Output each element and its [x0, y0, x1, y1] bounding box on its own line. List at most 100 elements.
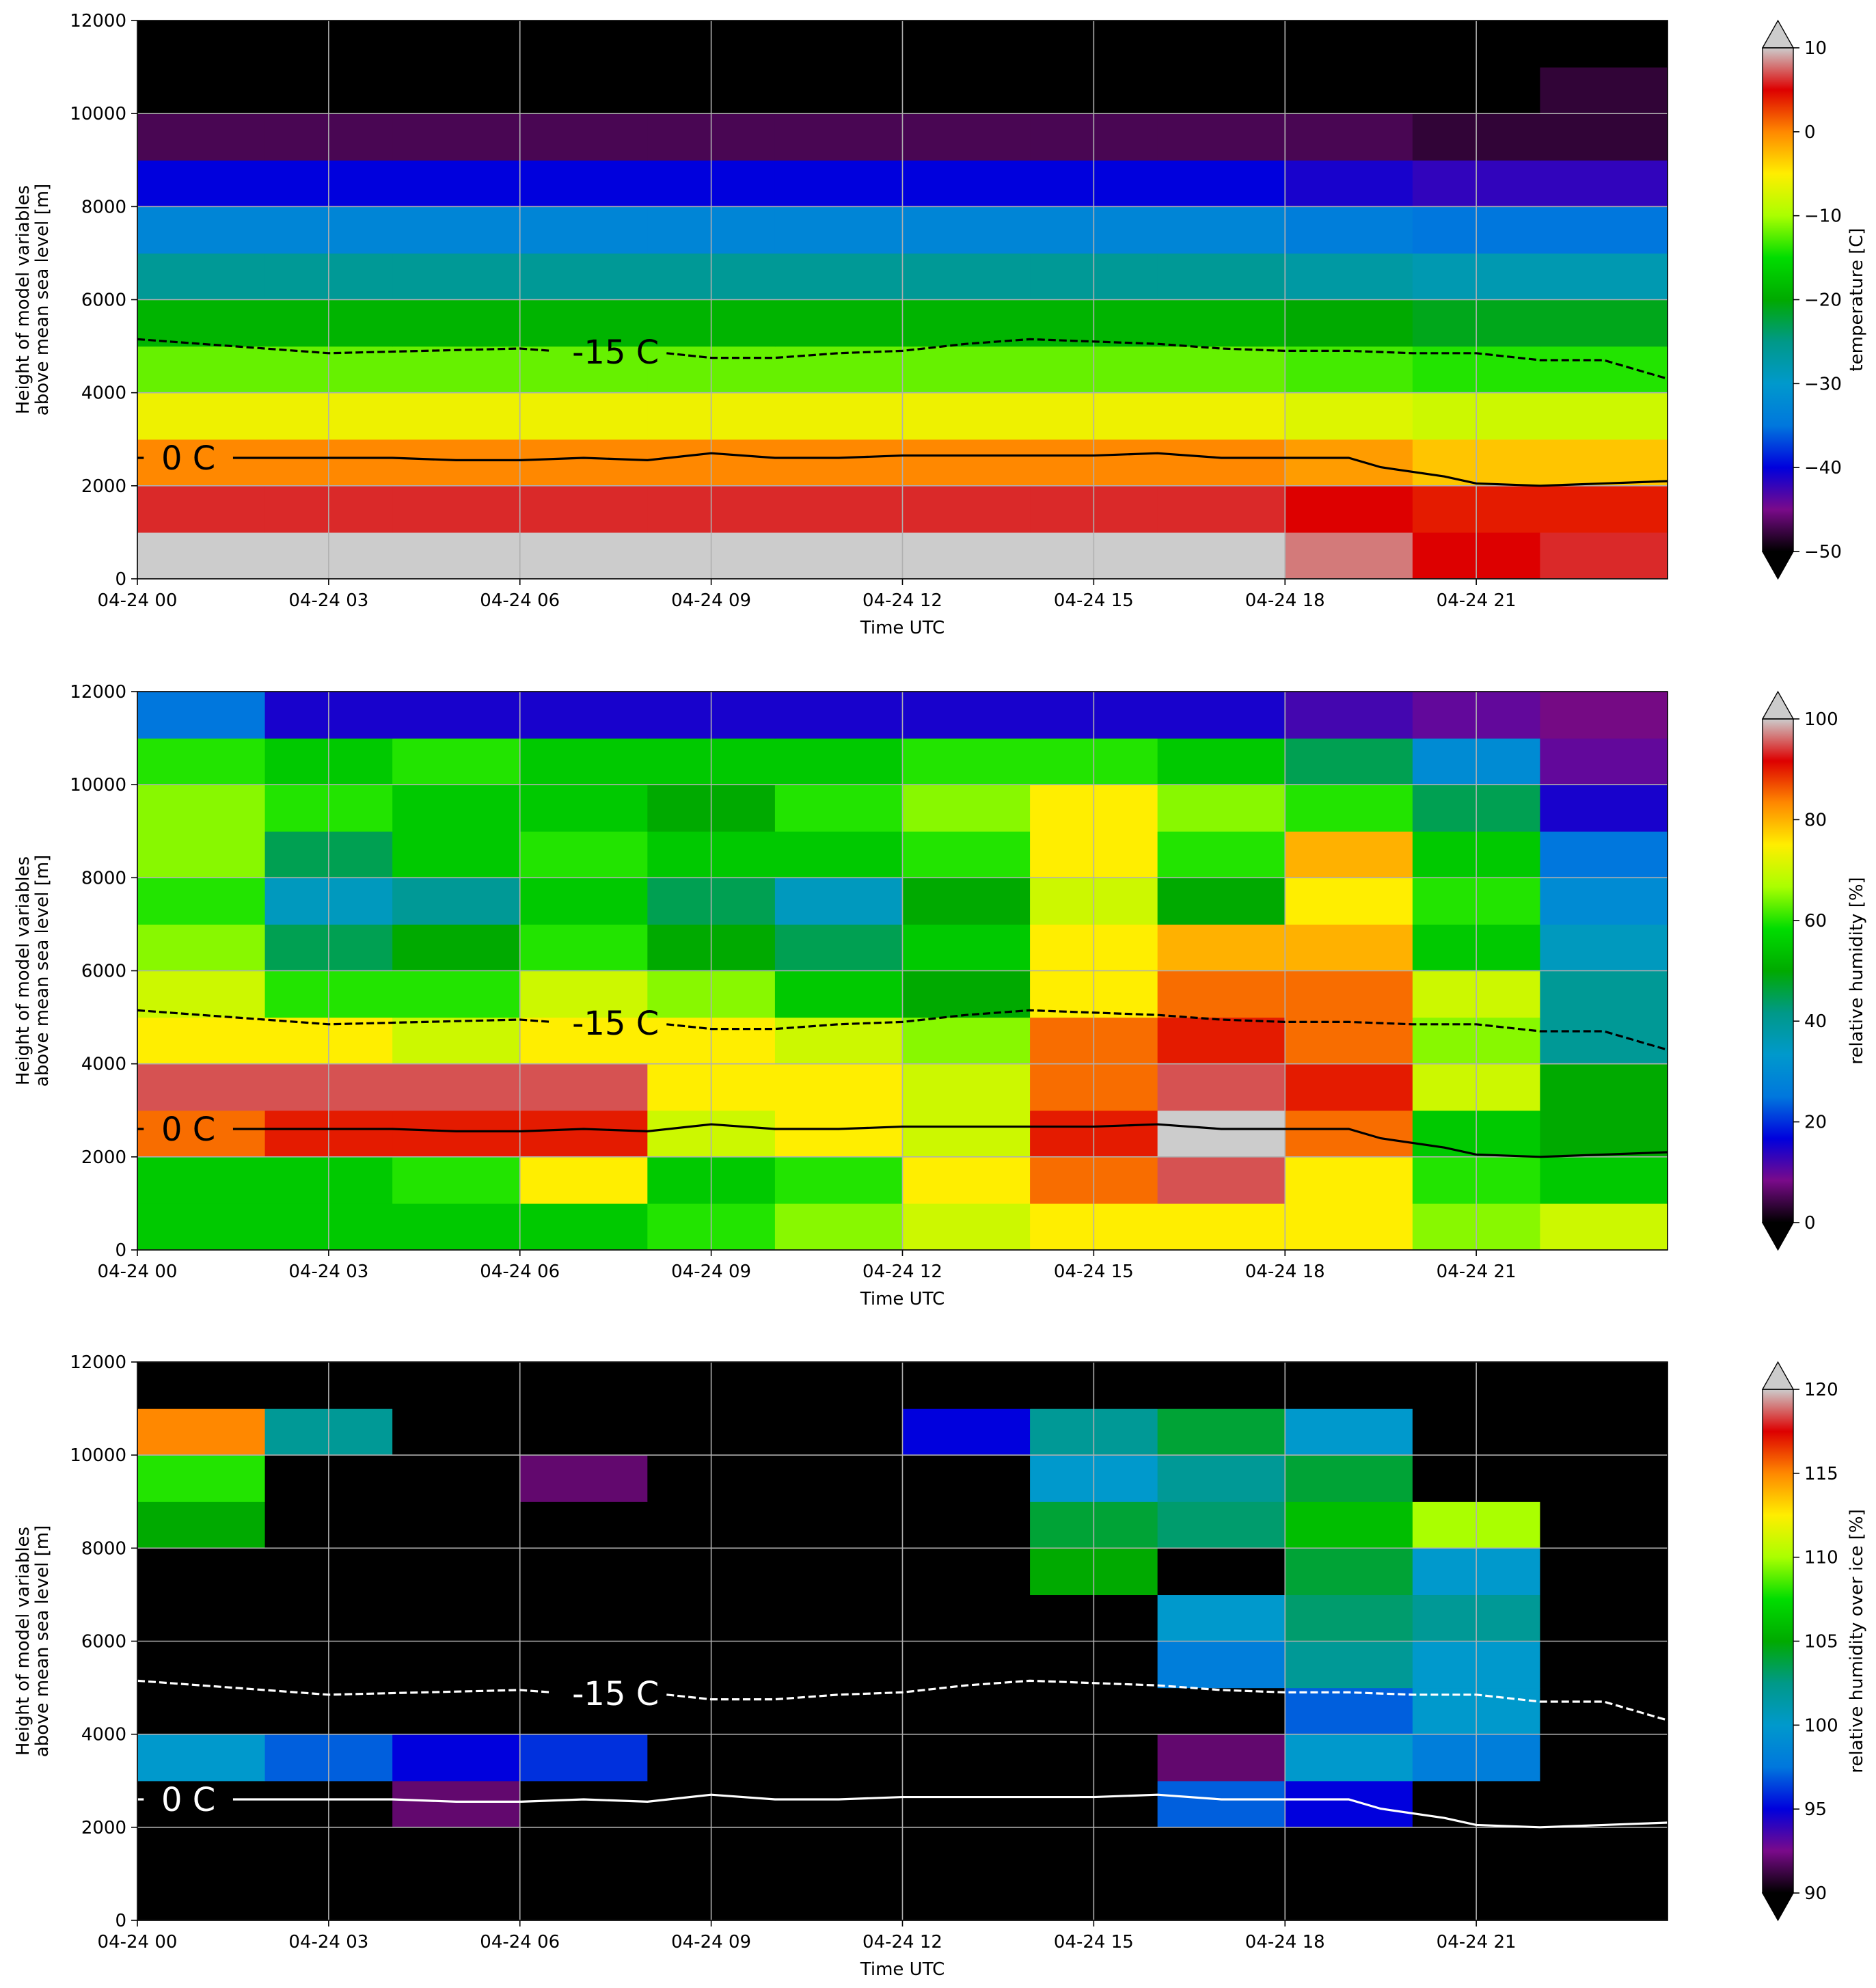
- heatmap-cell: [392, 1780, 521, 1828]
- y-tick-label: 0: [115, 569, 126, 590]
- y-tick-label: 10000: [70, 104, 126, 124]
- colorbar: [1763, 1389, 1793, 1893]
- heatmap-cell: [137, 346, 266, 394]
- heatmap-cell: [774, 1408, 903, 1456]
- heatmap-cell: [774, 67, 903, 114]
- heatmap-cell: [1157, 253, 1286, 301]
- heatmap-cell: [392, 392, 521, 440]
- heatmap-cell: [774, 485, 903, 533]
- heatmap-cell: [1157, 439, 1286, 487]
- heatmap-cell: [519, 785, 648, 832]
- heatmap-cell: [519, 392, 648, 440]
- heatmap-cell: [1540, 1734, 1668, 1782]
- heatmap-cell: [902, 1455, 1031, 1502]
- heatmap-cell: [1157, 299, 1286, 347]
- x-tick-label: 04-24 00: [98, 1262, 178, 1282]
- heatmap-cell: [519, 1548, 648, 1596]
- y-tick-label: 6000: [81, 962, 126, 982]
- heatmap-cell: [392, 485, 521, 533]
- heatmap-cell: [902, 1063, 1031, 1111]
- heatmap-cell: [519, 1455, 648, 1502]
- y-tick-label: 12000: [70, 682, 126, 703]
- heatmap-cell: [519, 1780, 648, 1828]
- heatmap-cell: [902, 1017, 1031, 1065]
- heatmap-cell: [137, 692, 266, 739]
- heatmap-cell: [392, 21, 521, 68]
- x-tick-label: 04-24 09: [671, 1932, 751, 1952]
- heatmap-cell: [137, 1827, 266, 1875]
- heatmap-cell: [137, 1548, 266, 1596]
- heatmap-cell: [519, 692, 648, 739]
- heatmap-cell: [1157, 1641, 1286, 1689]
- x-tick-label: 04-24 00: [98, 590, 178, 611]
- heatmap-cell: [1285, 1827, 1413, 1875]
- heatmap-cell: [902, 346, 1031, 394]
- heatmap-cell: [1540, 1687, 1668, 1735]
- heatmap-cell: [1157, 206, 1286, 254]
- heatmap-cell: [392, 1548, 521, 1596]
- heatmap-cell: [392, 877, 521, 925]
- heatmap-cell: [392, 439, 521, 487]
- heatmap-cell: [519, 299, 648, 347]
- heatmap-cell: [1540, 1156, 1668, 1204]
- heatmap-cell: [1285, 1687, 1413, 1735]
- heatmap-cell: [519, 1362, 648, 1409]
- heatmap-cell: [774, 1017, 903, 1065]
- heatmap-cell: [1157, 1063, 1286, 1111]
- heatmap-cell: [902, 439, 1031, 487]
- colorbar-extend-max: [1761, 19, 1795, 49]
- x-tick-label: 04-24 21: [1437, 590, 1517, 611]
- heatmap-cell: [1540, 738, 1668, 785]
- x-axis-label: Time UTC: [860, 1289, 944, 1309]
- x-tick-label: 04-24 18: [1245, 590, 1325, 611]
- heatmap-cell: [137, 392, 266, 440]
- heatmap-cell: [1285, 1156, 1413, 1204]
- colorbar-tick-label: 105: [1804, 1632, 1838, 1652]
- heatmap-cell: [392, 738, 521, 785]
- heatmap-cell: [902, 692, 1031, 739]
- heatmap-cell: [902, 206, 1031, 254]
- contour-line: [137, 452, 1668, 487]
- heatmap-cell: [1540, 1780, 1668, 1828]
- y-tick-label: 6000: [81, 1632, 126, 1652]
- heatmap-cell: [1285, 346, 1413, 394]
- x-tick-label: 04-24 09: [671, 1262, 751, 1282]
- heatmap-cell: [902, 485, 1031, 533]
- colorbar-extend-min: [1761, 551, 1795, 580]
- heatmap-cell: [1157, 1734, 1286, 1782]
- heatmap-cell: [519, 831, 648, 878]
- y-tick-label: 0: [115, 1240, 126, 1261]
- heatmap-cell: [392, 1110, 521, 1158]
- heatmap-cell: [774, 253, 903, 301]
- heatmap-cell: [519, 1156, 648, 1204]
- heatmap-cell: [774, 785, 903, 832]
- heatmap-cell: [774, 1501, 903, 1549]
- y-tick-label: 8000: [81, 197, 126, 217]
- heatmap-cell: [392, 1687, 521, 1735]
- heatmap-cell: [1157, 877, 1286, 925]
- y-tick-label: 10000: [70, 1445, 126, 1466]
- heatmap-cell: [137, 785, 266, 832]
- heatmap-cell: [1157, 1594, 1286, 1642]
- colorbar-label: relative humidity [%]: [1847, 877, 1867, 1064]
- colorbar-tick-label: −20: [1804, 290, 1842, 311]
- heatmap-cell: [137, 1501, 266, 1549]
- heatmap-cell: [1285, 831, 1413, 878]
- y-axis-label: above mean sea level [m]: [32, 855, 53, 1087]
- heatmap-cell: [1285, 1873, 1413, 1921]
- heatmap-cell: [1157, 532, 1286, 580]
- heatmap-cell: [392, 1408, 521, 1456]
- heatmap-cell: [902, 67, 1031, 114]
- heatmap-cell: [392, 692, 521, 739]
- heatmap-cell: [902, 831, 1031, 878]
- heatmap-cell: [1540, 1203, 1668, 1251]
- colorbar-extend-max: [1761, 690, 1795, 720]
- heatmap-cell: [392, 1362, 521, 1409]
- y-tick-label: 10000: [70, 775, 126, 795]
- heatmap-cell: [774, 392, 903, 440]
- axes-frame: [137, 1361, 1668, 1921]
- y-tick-label: 8000: [81, 1538, 126, 1559]
- heatmap-cell: [774, 1362, 903, 1409]
- heatmap-cell: [902, 21, 1031, 68]
